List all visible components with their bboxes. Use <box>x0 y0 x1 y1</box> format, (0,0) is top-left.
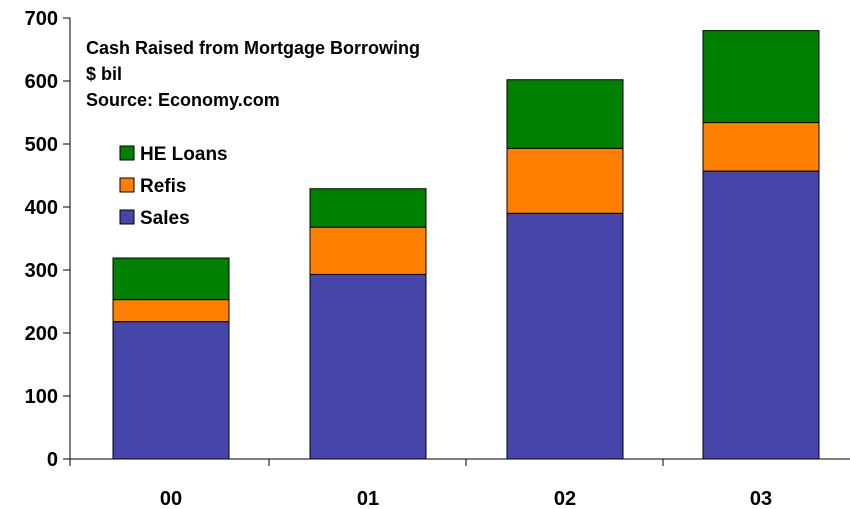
legend-swatch <box>119 145 135 161</box>
legend-label: Sales <box>140 208 190 229</box>
x-axis: 00 01 02 03 <box>63 458 850 509</box>
y-tick-label: 600 <box>25 71 58 93</box>
bars <box>112 30 820 460</box>
legend-swatch <box>119 177 135 193</box>
bar-refis-02 <box>506 147 624 214</box>
bar-sales-02 <box>506 212 624 460</box>
bar-sales-01 <box>309 273 427 460</box>
y-tick-label: 700 <box>25 8 58 30</box>
legend-label: HE Loans <box>140 144 228 165</box>
legend: HE Loans Refis Sales <box>119 144 228 229</box>
bar-he-loans-02 <box>506 79 624 149</box>
y-tick-label: 100 <box>25 386 58 408</box>
bar-sales-00 <box>112 321 230 460</box>
legend-label: Refis <box>140 176 186 197</box>
chart-title-line: $ bil <box>86 64 122 84</box>
y-tick-label: 500 <box>25 134 58 156</box>
bar-refis-00 <box>112 299 230 323</box>
chart-title-line: Source: Economy.com <box>86 90 280 110</box>
bar-he-loans-00 <box>112 257 230 301</box>
bar-refis-03 <box>702 122 820 172</box>
bar-he-loans-03 <box>702 30 820 124</box>
y-tick-label: 400 <box>25 197 58 219</box>
y-tick-label: 300 <box>25 260 58 282</box>
bar-he-loans-01 <box>309 188 427 228</box>
bar-sales-03 <box>702 170 820 460</box>
y-tick-label: 0 <box>47 449 58 471</box>
x-tick-label: 03 <box>750 488 772 509</box>
bar-refis-01 <box>309 226 427 275</box>
chart-title: Cash Raised from Mortgage Borrowing $ bil… <box>86 38 420 110</box>
x-tick-label: 02 <box>554 488 576 509</box>
y-tick-label: 200 <box>25 323 58 345</box>
y-axis: 0 100 200 300 400 500 600 700 <box>25 8 71 471</box>
legend-swatch <box>119 209 135 225</box>
chart-title-line: Cash Raised from Mortgage Borrowing <box>86 38 420 58</box>
x-tick-label: 00 <box>160 488 182 509</box>
x-tick-label: 01 <box>357 488 379 509</box>
